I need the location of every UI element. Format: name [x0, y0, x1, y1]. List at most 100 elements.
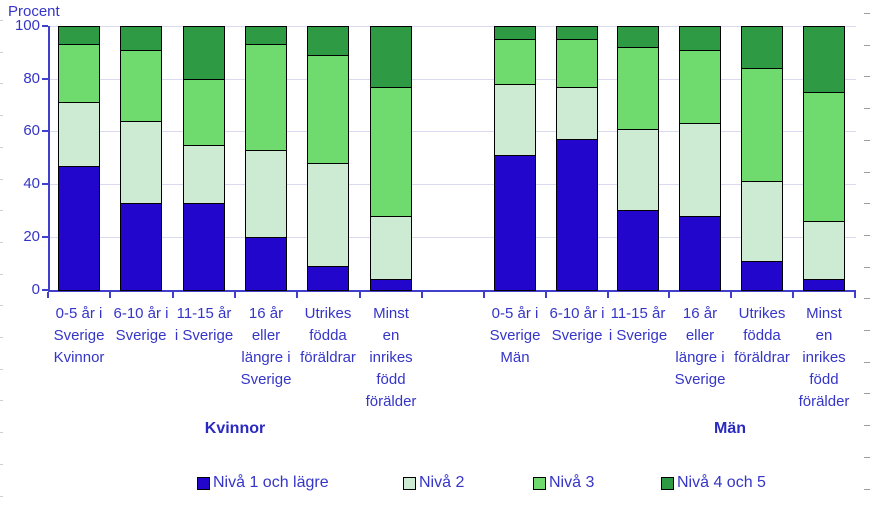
bar-segment	[679, 26, 721, 51]
category-label-line: 11-15 år	[176, 305, 232, 322]
bar-segment	[183, 145, 225, 204]
gridline	[48, 183, 856, 185]
bar-segment	[556, 87, 598, 140]
left-edge-tick	[0, 432, 3, 433]
bar-segment	[307, 266, 349, 291]
category-label-line: en	[382, 327, 400, 344]
right-edge-tick	[864, 457, 870, 458]
bar-segment	[370, 216, 412, 280]
category-label-line: eller	[685, 327, 715, 344]
category-label-line: eller	[251, 327, 281, 344]
right-edge-tick	[864, 425, 870, 426]
bar-segment	[183, 79, 225, 146]
category-label-line: 16 år	[248, 305, 284, 322]
x-axis-line	[48, 290, 856, 292]
y-axis-line	[48, 26, 50, 292]
category-label: 16 år eller längre i Sverige	[211, 303, 321, 391]
category-label-line: 0-5 år i	[491, 305, 539, 322]
gridline	[48, 130, 856, 132]
category-label-line: Sverige	[489, 327, 541, 344]
category-label: Minst en inrikes född förälder	[336, 303, 446, 413]
category-label-line: Utrikes	[304, 305, 352, 322]
category-label: 11-15 år i Sverige	[149, 303, 259, 347]
right-edge-tick	[864, 267, 870, 268]
category-label-line: förälder	[365, 393, 417, 410]
x-axis-tick	[483, 292, 485, 298]
x-axis-tick	[234, 292, 236, 298]
bar-segment	[494, 84, 536, 156]
category-label-line: Sverige	[674, 371, 726, 388]
bar-segment	[307, 163, 349, 267]
bar-segment	[245, 44, 287, 151]
category-label-line: en	[815, 327, 833, 344]
bar-segment	[741, 261, 783, 291]
category-label-line: födda	[309, 327, 347, 344]
category-label: Minst en inrikes född förälder	[769, 303, 870, 413]
bar-segment	[741, 181, 783, 262]
category-label-line: Utrikes	[738, 305, 786, 322]
y-axis-tick-label: 100	[14, 17, 40, 34]
bar-segment	[617, 129, 659, 211]
left-edge-tick	[0, 305, 3, 306]
bar-segment	[307, 26, 349, 56]
bar-segment	[494, 39, 536, 85]
x-axis-tick	[854, 292, 856, 298]
y-axis-tick-label: 40	[23, 175, 40, 192]
category-label-line: inrikes	[369, 349, 413, 366]
legend-label: Nivå 3	[549, 474, 595, 491]
left-edge-tick	[0, 496, 3, 497]
category-label: 6-10 år i Sverige	[522, 303, 632, 347]
right-edge-tick	[864, 13, 870, 14]
category-label-line: Män	[500, 349, 530, 366]
category-label-line: föräldrar	[734, 349, 790, 366]
x-axis-tick	[668, 292, 670, 298]
left-edge-tick	[0, 115, 3, 116]
bar-segment	[803, 92, 845, 222]
bar-segment	[120, 50, 162, 122]
category-label: 0-5 år i Sverige Män	[460, 303, 570, 369]
category-label-line: längre i	[241, 349, 291, 366]
bar-segment	[617, 47, 659, 130]
left-edge-tick	[0, 369, 3, 370]
y-axis-tick-label: 20	[23, 228, 40, 245]
right-edge-tick	[864, 298, 870, 299]
bar-segment	[183, 203, 225, 291]
bar-segment	[370, 87, 412, 217]
y-axis-tick	[42, 130, 48, 132]
category-label-line: i Sverige	[608, 327, 668, 344]
bar-segment	[58, 44, 100, 103]
bar-segment	[307, 55, 349, 164]
bar-segment	[370, 26, 412, 88]
bar-segment	[617, 210, 659, 291]
gridline	[48, 25, 856, 27]
right-edge-tick	[864, 76, 870, 77]
x-axis-tick	[109, 292, 111, 298]
bar-segment	[556, 26, 598, 40]
legend-swatch	[197, 477, 210, 490]
right-edge-tick	[864, 108, 870, 109]
category-label-line: födda	[743, 327, 781, 344]
category-label-line: Sverige	[53, 327, 105, 344]
bar-segment	[679, 123, 721, 217]
right-edge-tick	[864, 235, 870, 236]
bar-segment	[183, 26, 225, 80]
left-edge-tick	[0, 20, 3, 21]
bar-segment	[679, 216, 721, 291]
category-label: 11-15 år i Sverige	[583, 303, 693, 347]
bar-segment	[803, 26, 845, 93]
group-label-man: Män	[714, 420, 746, 437]
category-label: 0-5 år i Sverige Kvinnor	[24, 303, 134, 369]
bar-segment	[120, 121, 162, 204]
right-edge-tick	[864, 489, 870, 490]
bar-segment	[58, 166, 100, 291]
category-label-line: född	[376, 371, 406, 388]
x-axis-tick	[359, 292, 361, 298]
category-label-line: föräldrar	[300, 349, 356, 366]
bar-segment	[803, 221, 845, 280]
category-label-line: 0-5 år i	[55, 305, 103, 322]
bar-segment	[741, 26, 783, 69]
y-axis-tick-label: 60	[23, 122, 40, 139]
x-axis-tick	[545, 292, 547, 298]
category-label-line: 6-10 år i	[549, 305, 605, 322]
